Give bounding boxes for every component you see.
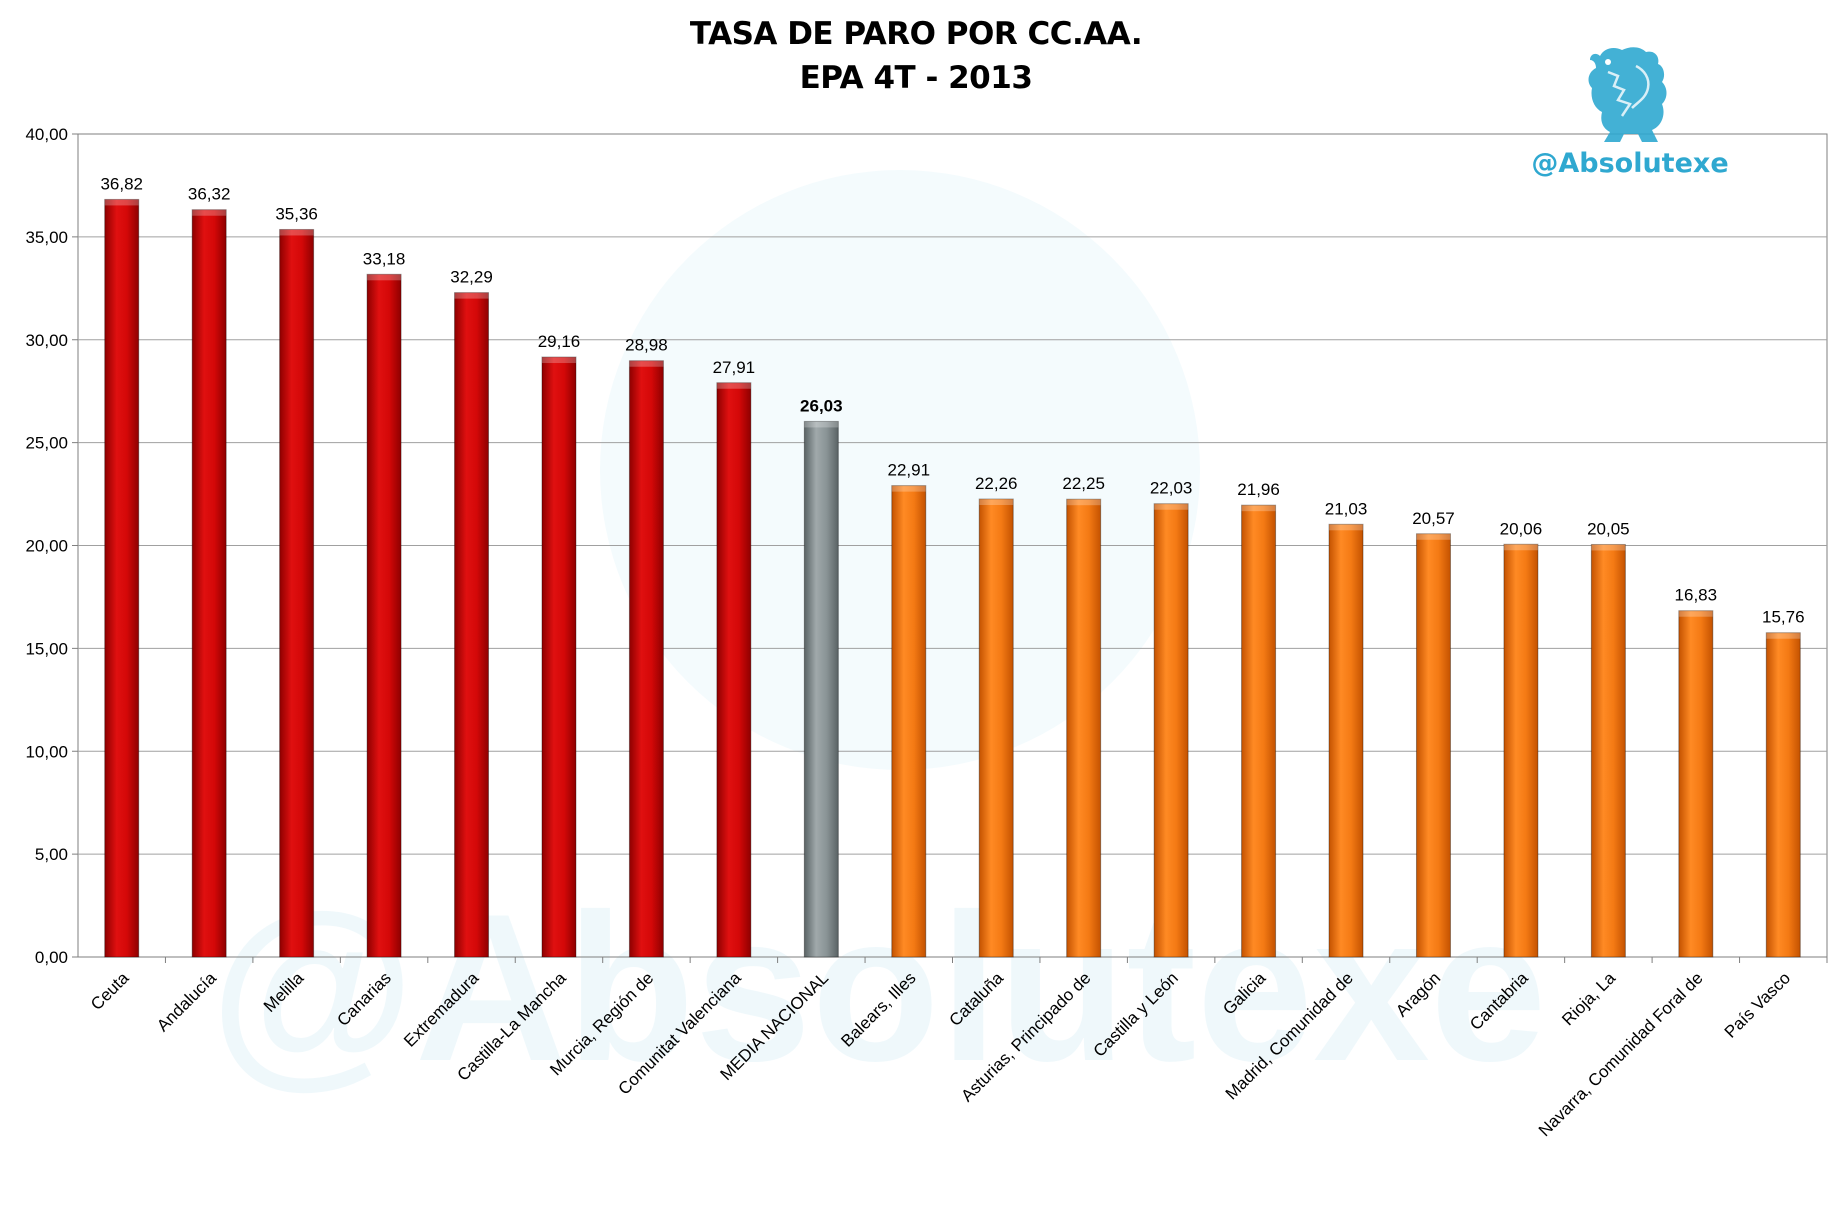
bar-cap: [541, 357, 576, 364]
y-tick-label: 40,00: [25, 125, 68, 144]
bar-17: [1590, 543, 1626, 958]
bar-3: [366, 273, 402, 958]
bar-19: [1765, 632, 1801, 958]
bar-cap: [629, 360, 664, 367]
bar-cap: [1241, 505, 1276, 512]
y-tick-label: 10,00: [25, 742, 68, 761]
value-label: 28,98: [625, 336, 668, 355]
bar-cap: [1766, 632, 1801, 639]
bar-0: [104, 198, 140, 958]
x-category-label: País Vasco: [1721, 968, 1794, 1041]
bars: [104, 198, 1801, 958]
bar-cap: [1591, 544, 1626, 551]
value-label: 36,82: [100, 174, 143, 193]
bar-cap: [1416, 533, 1451, 540]
value-label: 22,03: [1150, 479, 1193, 498]
bar-10: [978, 498, 1014, 958]
bar-cap: [192, 209, 227, 216]
value-label: 32,29: [450, 268, 493, 287]
bar-8: [803, 420, 839, 958]
value-label: 22,91: [888, 461, 931, 480]
x-category-label: Rioja, La: [1558, 968, 1619, 1029]
bar-cap: [279, 229, 314, 236]
bar-cap: [716, 382, 751, 389]
y-tick-label: 15,00: [25, 639, 68, 658]
bar-cap: [454, 292, 489, 299]
bar-13: [1241, 504, 1277, 958]
bar-4: [454, 292, 490, 958]
value-label: 20,57: [1412, 509, 1455, 528]
bar-6: [628, 360, 664, 958]
bar-cap: [891, 485, 926, 492]
bar-cap: [1329, 524, 1364, 531]
brand-handle: @Absolutexe: [1531, 148, 1729, 179]
y-tick-label: 20,00: [25, 537, 68, 556]
y-tick-label: 25,00: [25, 434, 68, 453]
value-label: 27,91: [713, 358, 756, 377]
bar-cap: [979, 499, 1014, 506]
value-label: 21,03: [1325, 499, 1368, 518]
bar-15: [1415, 533, 1451, 958]
bar-cap: [1154, 503, 1189, 510]
bar-cap: [1066, 499, 1101, 506]
bar-cap: [104, 199, 139, 206]
watermark-text: @Absolutexe: [210, 870, 1547, 1105]
bar-cap: [1678, 610, 1713, 617]
value-label: 16,83: [1675, 586, 1718, 605]
bar-11: [1066, 498, 1102, 958]
chart-subtitle: EPA 4T - 2013: [799, 60, 1033, 96]
y-axis-tick-labels: 0,00 5,00 10,00 15,00 20,00 25,00 30,00 35,00 40…: [25, 125, 78, 967]
bar-5: [541, 356, 577, 958]
x-category-label: Navarra, Comunidad Foral de: [1535, 968, 1707, 1140]
bar-1: [191, 209, 227, 958]
value-label: 29,16: [538, 332, 581, 351]
griffin-logo-icon: [1588, 47, 1667, 142]
bar-12: [1153, 503, 1189, 958]
bar-16: [1503, 543, 1539, 958]
value-label: 26,03: [800, 396, 843, 415]
value-label: 21,96: [1237, 480, 1280, 499]
x-category-label: Ceuta: [87, 968, 133, 1014]
chart-title: TASA DE PARO POR CC.AA.: [689, 16, 1143, 52]
bar-2: [279, 228, 315, 958]
y-tick-label: 0,00: [35, 948, 68, 967]
y-tick-label: 30,00: [25, 331, 68, 350]
value-label: 22,25: [1062, 474, 1105, 493]
bar-14: [1328, 523, 1364, 958]
bar-cap: [1503, 544, 1538, 551]
bar-7: [716, 382, 752, 958]
bar-cap: [804, 421, 839, 428]
value-label: 22,26: [975, 474, 1018, 493]
bar-9: [891, 485, 927, 958]
value-label: 15,76: [1762, 608, 1805, 627]
value-label: 20,06: [1500, 519, 1543, 538]
y-tick-label: 5,00: [35, 845, 68, 864]
value-label: 35,36: [275, 204, 318, 223]
value-label: 33,18: [363, 249, 406, 268]
value-labels: 36,82 36,32 35,36 33,18 32,29 29,16 28,98 27,91…: [100, 174, 1804, 626]
y-tick-label: 35,00: [25, 228, 68, 247]
bar-18: [1678, 610, 1714, 958]
value-label: 20,05: [1587, 519, 1630, 538]
value-label: 36,32: [188, 185, 231, 204]
bar-cap: [367, 274, 402, 281]
